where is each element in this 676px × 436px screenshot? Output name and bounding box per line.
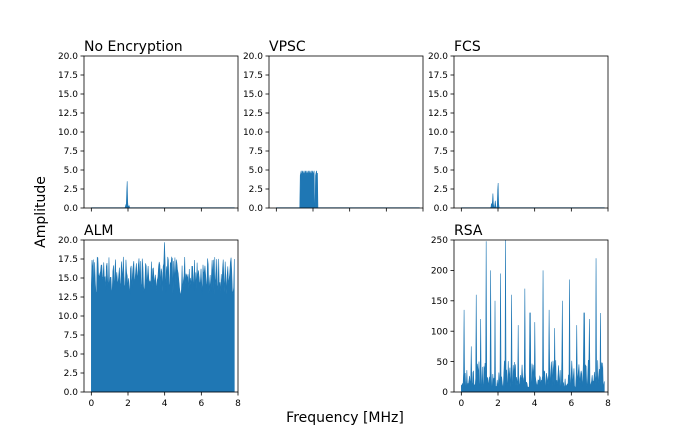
y-tick-label: 5.0	[434, 166, 449, 176]
x-axis-label: Frequency [MHz]	[286, 410, 404, 426]
y-tick-label: 12.5	[428, 109, 448, 119]
subplot-vpsc: VPSC 0.0 2.5 5.0 7.5 10.0 12.5 15.0 17.5 20.0	[243, 39, 424, 214]
y-tick-label: 50	[437, 358, 449, 368]
x-tick-label: 0	[458, 399, 464, 409]
y-tick-label: 2.5	[64, 185, 78, 195]
y-tick-label: 10.0	[243, 128, 263, 138]
y-tick-label: 5.0	[64, 350, 79, 360]
x-tick-label: 2	[125, 399, 131, 409]
spectrum-series	[91, 242, 235, 393]
y-tick-label: 15.0	[58, 90, 78, 100]
y-tick-label: 100	[431, 327, 448, 337]
y-tick-label: 15.0	[58, 274, 78, 284]
y-tick-label: 10.0	[428, 128, 448, 138]
y-tick-label: 17.5	[58, 255, 78, 265]
y-tick-label: 10.0	[58, 128, 78, 138]
x-tick-label: 4	[532, 399, 538, 409]
y-tick-label: 20.0	[243, 52, 263, 62]
y-tick-label: 0.0	[64, 204, 79, 214]
subplot-title: VPSC	[269, 39, 306, 55]
subplot-rsa: RSA 0 50 100 150 200 250 0 2 4 6 8	[431, 223, 611, 409]
plot-frame	[453, 55, 609, 209]
x-tick-label: 6	[568, 399, 574, 409]
y-tick-label: 15.0	[428, 90, 448, 100]
y-tick-label: 0.0	[64, 388, 79, 398]
y-tick-label: 17.5	[428, 71, 448, 81]
y-tick-label: 20.0	[58, 52, 78, 62]
plot-frame	[453, 239, 609, 393]
x-tick-label: 8	[605, 399, 611, 409]
y-tick-label: 2.5	[434, 185, 448, 195]
y-axis-label: Amplitude	[33, 176, 49, 248]
y-tick-label: 17.5	[243, 71, 263, 81]
subplot-grid: No Encryption 0.0 2.5 5.0 7.5 10.0 12.5 15.0 17.…	[58, 39, 611, 409]
x-tick-label: 8	[235, 399, 241, 409]
spectrum-series	[91, 181, 235, 209]
y-tick-label: 250	[431, 236, 448, 246]
y-tick-label: 17.5	[58, 71, 78, 81]
y-tick-label: 5.0	[249, 166, 264, 176]
y-tick-label: 7.5	[64, 331, 78, 341]
subplot-title: ALM	[84, 223, 113, 239]
y-tick-label: 2.5	[64, 369, 78, 379]
y-tick-label: 0.0	[249, 204, 264, 214]
x-tick-label: 6	[198, 399, 204, 409]
y-tick-label: 200	[431, 267, 448, 277]
y-tick-label: 12.5	[58, 293, 78, 303]
y-tick-label: 12.5	[58, 109, 78, 119]
spectrum-series	[276, 170, 420, 209]
plot-frame	[83, 55, 239, 209]
y-tick-label: 7.5	[249, 147, 263, 157]
y-tick-label: 20.0	[58, 236, 78, 246]
x-tick-label: 0	[88, 399, 94, 409]
subplot-alm: ALM 0.0 2.5 5.0 7.5 10.0 12.5 15.0 17.5 20.0 0 2 4 6 8	[58, 223, 241, 409]
y-tick-label: 15.0	[243, 90, 263, 100]
subplot-title: FCS	[454, 39, 481, 55]
y-tick-label: 7.5	[64, 147, 78, 157]
y-tick-label: 150	[431, 297, 448, 307]
plot-frame	[268, 55, 424, 209]
y-tick-label: 7.5	[434, 147, 448, 157]
y-tick-label: 12.5	[243, 109, 263, 119]
y-tick-label: 2.5	[249, 185, 263, 195]
subplot-title: No Encryption	[84, 39, 183, 55]
x-tick-label: 4	[162, 399, 168, 409]
subplot-no-encryption: No Encryption 0.0 2.5 5.0 7.5 10.0 12.5 15.0 17.…	[58, 39, 239, 214]
y-tick-label: 20.0	[428, 52, 448, 62]
subplot-title: RSA	[454, 223, 483, 239]
subplot-fcs: FCS 0.0 2.5 5.0 7.5 10.0 12.5 15.0 17.5 20.0	[428, 39, 609, 214]
spectrum-series	[461, 182, 605, 209]
y-tick-label: 5.0	[64, 166, 79, 176]
y-tick-label: 0.0	[434, 204, 449, 214]
y-tick-label: 0	[442, 388, 448, 398]
x-tick-label: 2	[495, 399, 501, 409]
spectrum-series	[461, 239, 605, 393]
y-tick-label: 10.0	[58, 312, 78, 322]
